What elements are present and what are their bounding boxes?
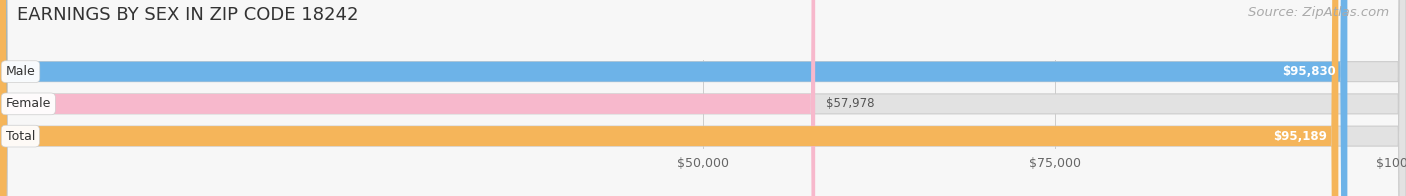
Text: Total: Total xyxy=(6,130,35,143)
FancyBboxPatch shape xyxy=(0,0,815,196)
Text: Source: ZipAtlas.com: Source: ZipAtlas.com xyxy=(1249,6,1389,19)
Text: $95,830: $95,830 xyxy=(1282,65,1336,78)
Text: EARNINGS BY SEX IN ZIP CODE 18242: EARNINGS BY SEX IN ZIP CODE 18242 xyxy=(17,6,359,24)
Text: $57,978: $57,978 xyxy=(827,97,875,110)
Text: $95,189: $95,189 xyxy=(1274,130,1327,143)
FancyBboxPatch shape xyxy=(0,0,1347,196)
FancyBboxPatch shape xyxy=(0,0,1339,196)
Text: Male: Male xyxy=(6,65,35,78)
Text: Female: Female xyxy=(6,97,51,110)
